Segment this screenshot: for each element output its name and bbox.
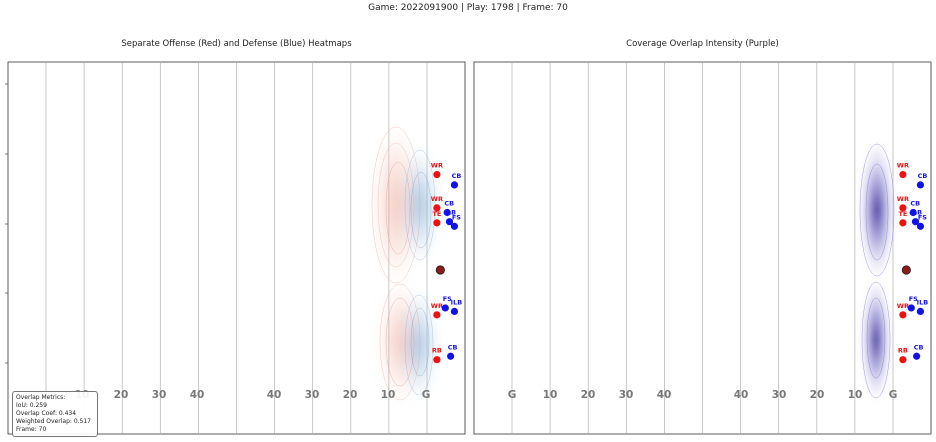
offense-player-marker	[433, 170, 441, 179]
right-yard-labels: G 10 20 30 40 40 30 20 10 G	[508, 389, 898, 401]
defense-heatmap-lower	[403, 287, 435, 403]
metrics-iou: IoU: 0.259	[16, 402, 47, 409]
defense-player-marker	[445, 218, 454, 226]
offense-player-label: TE	[898, 210, 907, 218]
figure-title: Game: 2022091900 | Play: 1798 | Frame: 7…	[368, 3, 568, 13]
overlap-metrics-box: Overlap Metrics: IoU: 0.259 Overlap Coef…	[12, 391, 98, 437]
yard-label: 20	[810, 389, 825, 401]
right-heatmaps	[858, 138, 896, 404]
defense-player-label: ILB	[917, 298, 929, 306]
yard-label: 20	[114, 389, 129, 401]
offense-player-label: WR	[431, 162, 443, 170]
defense-player-label: FS	[452, 213, 461, 221]
offense-player-label: WR	[431, 195, 443, 203]
offense-player-label: RB	[898, 347, 908, 355]
yard-label: 40	[734, 389, 749, 401]
yard-label: 30	[772, 389, 787, 401]
defense-player-label: FS	[918, 213, 927, 221]
offense-player-label: TE	[432, 210, 441, 218]
overlap-heatmap-lower	[860, 276, 892, 404]
defense-player-marker	[443, 208, 451, 217]
yard-label: 40	[657, 389, 672, 401]
defense-player-marker	[911, 218, 920, 226]
yard-label: G	[508, 389, 517, 401]
defense-player-marker	[441, 304, 449, 312]
left-yard-gridlines	[45, 63, 428, 433]
metrics-weighted-overlap: Weighted Overlap: 0.517	[16, 418, 91, 425]
offense-player-marker	[899, 311, 907, 319]
offense-player-marker	[899, 204, 907, 212]
defense-player-label: LB	[913, 209, 922, 217]
defense-player-marker	[450, 222, 459, 230]
defense-player-marker	[913, 352, 921, 360]
offense-player-label: WR	[897, 302, 909, 310]
defense-player-marker	[447, 352, 455, 360]
left-panel-title: Separate Offense (Red) and Defense (Blue…	[121, 39, 352, 49]
offense-player-marker	[899, 170, 907, 179]
offense-player-marker	[433, 356, 441, 364]
yard-label: 40	[190, 389, 205, 401]
yard-label: 10	[543, 389, 558, 401]
defense-player-label: CB	[452, 172, 462, 180]
yard-label: 10	[848, 389, 863, 401]
yard-label: 40	[267, 389, 282, 401]
yard-label: 30	[152, 389, 167, 401]
defense-player-label: CB	[914, 343, 924, 351]
offense-player-marker	[433, 219, 441, 227]
defense-player-marker	[907, 304, 915, 312]
defense-player-marker	[916, 307, 925, 315]
defense-player-label: ILB	[451, 298, 463, 306]
metrics-overlap-coef: Overlap Coef: 0.434	[16, 410, 77, 417]
yard-label: 20	[581, 389, 596, 401]
defense-player-label: FS	[443, 295, 452, 303]
defense-player-marker	[916, 181, 925, 189]
defense-player-marker	[916, 222, 925, 230]
offense-player-marker	[899, 356, 907, 364]
yard-label: 10	[381, 389, 396, 401]
left-heatmaps	[371, 123, 437, 404]
defense-player-label: CB	[448, 343, 458, 351]
offense-player-marker	[433, 204, 441, 212]
yard-label: G	[889, 389, 898, 401]
defense-player-label: FS	[909, 295, 918, 303]
metrics-frame: Frame: 70	[16, 426, 47, 433]
football-marker	[435, 265, 445, 275]
right-yard-gridlines	[511, 63, 894, 433]
offense-heatmap-upper	[374, 123, 418, 287]
offense-player-label: RB	[432, 347, 442, 355]
defense-player-label: CB	[910, 200, 920, 208]
yard-label: 30	[619, 389, 634, 401]
offense-player-label: WR	[897, 195, 909, 203]
defense-player-marker	[450, 307, 459, 315]
metrics-heading: Overlap Metrics:	[16, 394, 66, 401]
defense-player-label: LB	[447, 209, 456, 217]
right-panel-title: Coverage Overlap Intensity (Purple)	[626, 39, 779, 49]
defense-player-label: CB	[444, 200, 454, 208]
football-marker	[901, 265, 911, 275]
yard-label: G	[422, 389, 431, 401]
defense-player-marker	[909, 208, 917, 217]
yard-label: 30	[305, 389, 320, 401]
offense-player-marker	[433, 311, 441, 319]
defense-player-label: CB	[918, 172, 928, 180]
offense-player-label: WR	[431, 302, 443, 310]
offense-player-marker	[899, 219, 907, 227]
y-axis-ticks	[5, 83, 8, 364]
yard-label: 20	[343, 389, 358, 401]
defense-player-marker	[450, 181, 459, 189]
overlap-heatmap-upper	[858, 138, 896, 282]
offense-player-label: WR	[897, 162, 909, 170]
